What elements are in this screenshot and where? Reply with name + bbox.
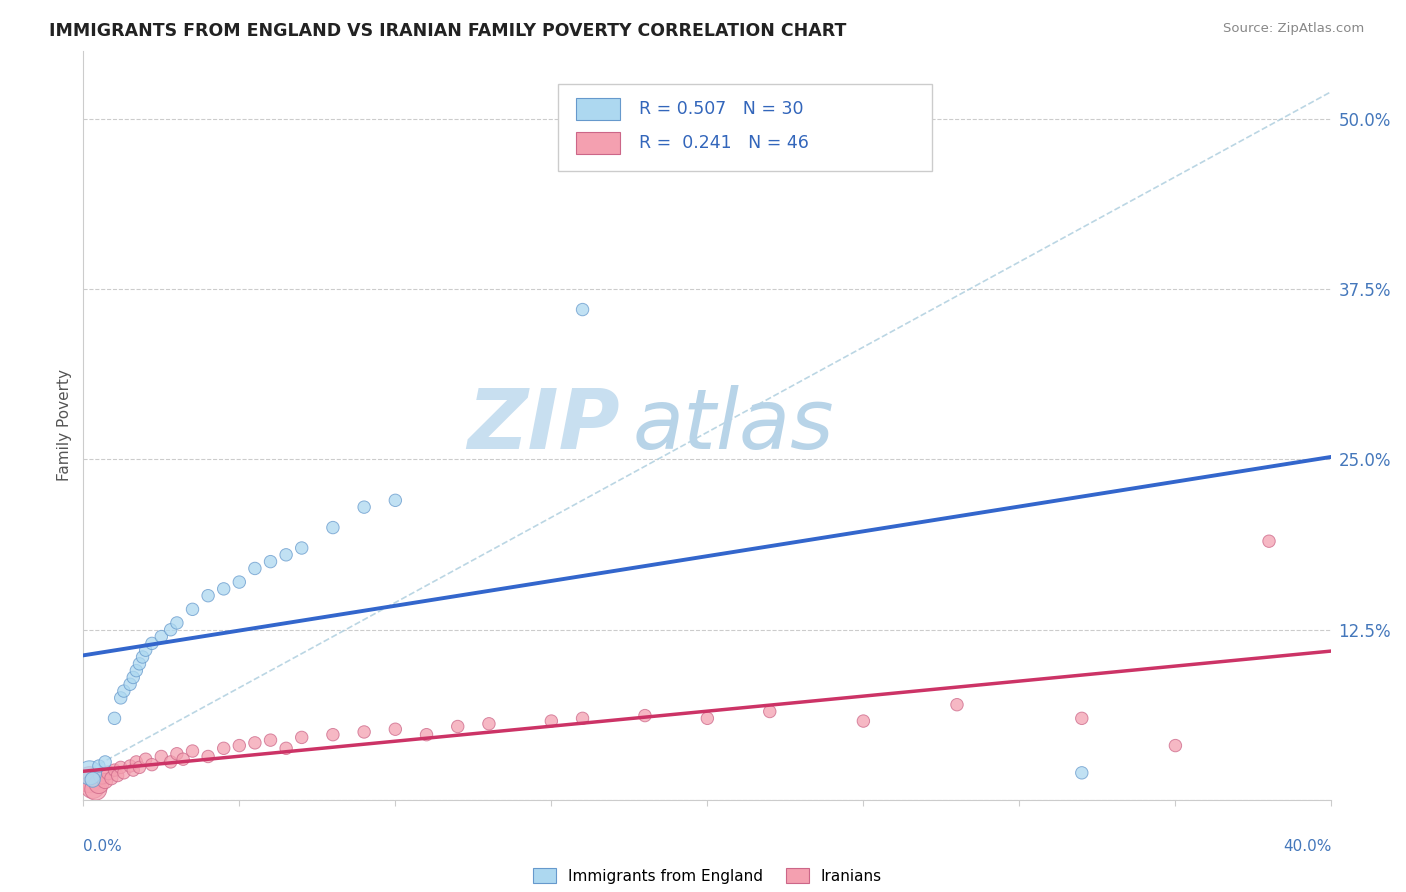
Point	[150, 749, 173, 764]
Point	[120, 759, 142, 773]
Point	[166, 615, 188, 630]
Point	[94, 774, 117, 789]
Point	[1164, 739, 1187, 753]
Point	[172, 752, 194, 766]
Point	[478, 716, 501, 731]
Point	[181, 602, 204, 616]
Point	[159, 755, 181, 769]
Point	[571, 711, 593, 725]
Point	[82, 780, 104, 794]
Text: IMMIGRANTS FROM ENGLAND VS IRANIAN FAMILY POVERTY CORRELATION CHART: IMMIGRANTS FROM ENGLAND VS IRANIAN FAMIL…	[49, 22, 846, 40]
Point	[87, 759, 110, 773]
Text: Source: ZipAtlas.com: Source: ZipAtlas.com	[1223, 22, 1364, 36]
Point	[166, 747, 188, 761]
Point	[540, 714, 562, 728]
FancyBboxPatch shape	[576, 132, 620, 154]
Text: 0.0%: 0.0%	[83, 839, 122, 854]
Point	[243, 561, 266, 575]
Point	[571, 302, 593, 317]
Point	[852, 714, 875, 728]
Point	[107, 768, 129, 782]
Point	[228, 575, 250, 590]
Point	[122, 670, 145, 684]
Point	[322, 520, 344, 534]
Point	[135, 643, 157, 657]
Point	[120, 677, 142, 691]
Point	[181, 744, 204, 758]
Text: atlas: atlas	[633, 384, 834, 466]
Point	[197, 589, 219, 603]
Y-axis label: Family Poverty: Family Poverty	[58, 369, 72, 482]
Text: ZIP: ZIP	[467, 384, 620, 466]
Point	[150, 630, 173, 644]
Point	[415, 728, 437, 742]
Point	[634, 708, 657, 723]
Point	[97, 765, 120, 780]
Point	[212, 582, 235, 596]
Point	[87, 777, 110, 791]
Point	[259, 733, 281, 747]
Point	[128, 760, 150, 774]
Point	[447, 719, 470, 733]
Point	[291, 731, 314, 745]
Point	[141, 757, 163, 772]
Text: R = 0.507   N = 30: R = 0.507 N = 30	[638, 100, 803, 118]
Text: R =  0.241   N = 46: R = 0.241 N = 46	[638, 134, 808, 152]
Point	[141, 636, 163, 650]
Point	[135, 752, 157, 766]
Point	[91, 768, 114, 782]
Point	[291, 541, 314, 555]
Point	[353, 500, 375, 515]
Point	[84, 782, 107, 797]
Legend: Immigrants from England, Iranians: Immigrants from England, Iranians	[527, 862, 889, 890]
Point	[228, 739, 250, 753]
Point	[100, 772, 122, 786]
Point	[110, 760, 132, 774]
Point	[128, 657, 150, 671]
Point	[125, 755, 148, 769]
Point	[1258, 534, 1281, 549]
Point	[384, 723, 406, 737]
Point	[82, 772, 104, 787]
Point	[197, 749, 219, 764]
Point	[212, 741, 235, 756]
Point	[259, 555, 281, 569]
Point	[159, 623, 181, 637]
Point	[112, 765, 135, 780]
FancyBboxPatch shape	[558, 85, 932, 170]
Point	[112, 684, 135, 698]
Point	[79, 772, 101, 787]
Point	[125, 664, 148, 678]
Point	[353, 725, 375, 739]
Point	[946, 698, 969, 712]
Point	[103, 763, 125, 777]
Point	[243, 736, 266, 750]
Point	[384, 493, 406, 508]
FancyBboxPatch shape	[576, 98, 620, 120]
Point	[122, 763, 145, 777]
Point	[131, 650, 153, 665]
Point	[79, 765, 101, 780]
Point	[274, 741, 297, 756]
Point	[1070, 765, 1092, 780]
Point	[94, 755, 117, 769]
Point	[1070, 711, 1092, 725]
Text: 40.0%: 40.0%	[1284, 839, 1331, 854]
Point	[103, 711, 125, 725]
Point	[110, 690, 132, 705]
Point	[758, 705, 780, 719]
Point	[322, 728, 344, 742]
Point	[696, 711, 718, 725]
Point	[274, 548, 297, 562]
